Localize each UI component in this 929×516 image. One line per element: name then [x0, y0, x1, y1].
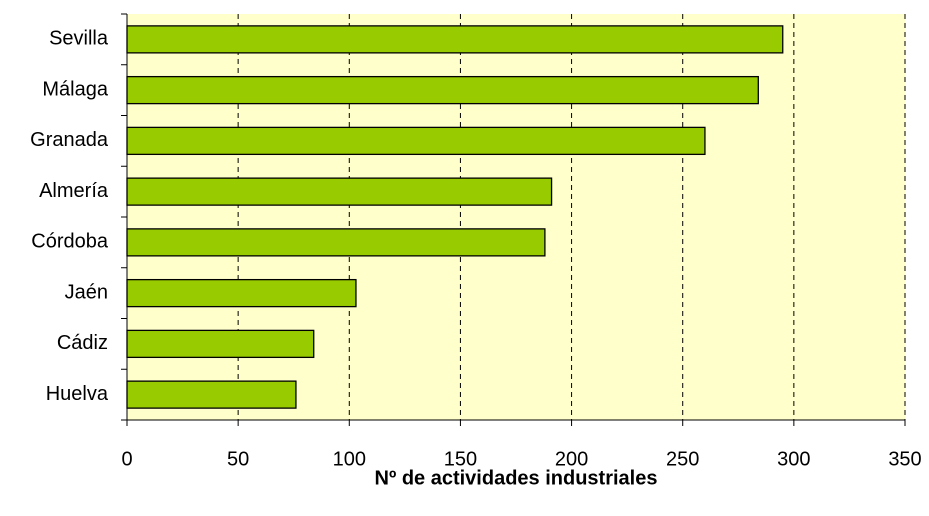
- x-axis-label: Nº de actividades industriales: [375, 467, 658, 489]
- bar: [126, 329, 315, 359]
- x-tick-label: 350: [888, 448, 921, 470]
- y-tick-label: Almería: [39, 180, 109, 202]
- bar: [126, 126, 706, 156]
- x-tick-label: 150: [444, 448, 477, 470]
- x-tick-label: 100: [333, 448, 366, 470]
- y-tick-label: Jaén: [65, 281, 108, 303]
- bar: [126, 25, 784, 54]
- y-tick-label: Córdoba: [31, 231, 109, 253]
- x-tick-label: 200: [555, 448, 588, 470]
- x-tick-label: 250: [666, 448, 699, 470]
- x-tick-label: 0: [121, 448, 132, 470]
- bar: [126, 278, 357, 308]
- bar: [126, 228, 546, 257]
- x-tick-label: 300: [777, 448, 810, 470]
- bar: [126, 380, 297, 409]
- y-tick-label: Granada: [30, 129, 109, 151]
- bar: [126, 177, 553, 206]
- y-tick-label: Málaga: [42, 78, 108, 100]
- y-tick-label: Cádiz: [57, 332, 108, 354]
- x-tick-label: 50: [227, 448, 249, 470]
- bar: [126, 75, 759, 105]
- plot-background: [127, 14, 905, 420]
- y-tick-label: Huelva: [46, 383, 109, 405]
- y-tick-label: Sevilla: [49, 28, 109, 50]
